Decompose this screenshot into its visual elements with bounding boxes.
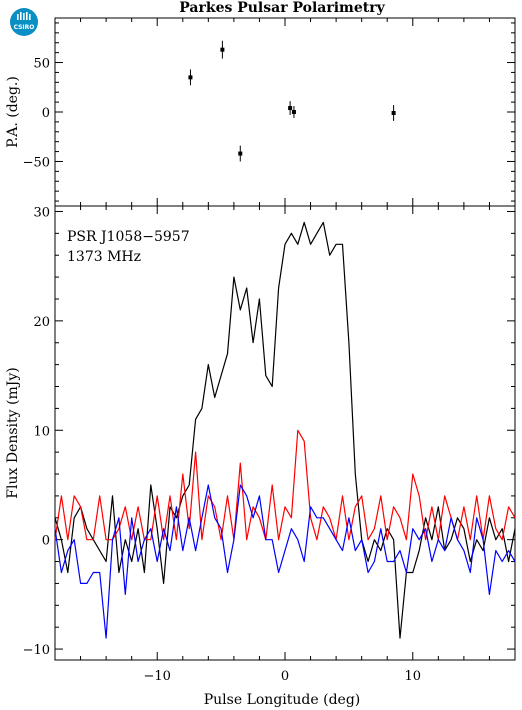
pa-y-tick-label: 0 <box>42 106 50 121</box>
circular-polarization-line <box>54 484 516 639</box>
figure-title: Parkes Pulsar Polarimetry <box>179 0 385 16</box>
flux-x-tick-label: −10 <box>144 669 171 684</box>
pa-point <box>288 101 293 115</box>
pa-point <box>391 105 396 121</box>
csiro-logo-icon <box>10 8 38 36</box>
flux-y-tick-label: 20 <box>33 315 50 330</box>
pa-axis-ticks: −50 0 50 <box>23 18 516 206</box>
pa-point <box>291 106 296 118</box>
flux-y-tick-label: 0 <box>42 534 50 549</box>
pa-y-tick-label: −50 <box>23 155 50 170</box>
pulsar-name-annotation: PSR J1058−5957 <box>67 229 190 245</box>
pa-point <box>238 145 243 162</box>
frequency-annotation: 1373 MHz <box>67 249 141 265</box>
pa-panel-frame <box>54 17 516 207</box>
flux-y-tick-label: 10 <box>33 424 50 439</box>
flux-axis-ticks: −10 0 10 20 30 −10 0 10 <box>23 205 516 684</box>
linear-polarization-line <box>54 429 516 541</box>
csiro-logo: CSIRO <box>10 8 38 36</box>
pa-point <box>188 69 193 86</box>
flux-x-tick-label: 0 <box>281 669 289 684</box>
total-intensity-line <box>54 221 516 639</box>
pa-y-tick-label: 50 <box>33 57 50 72</box>
flux-y-tick-label: −10 <box>23 643 50 658</box>
flux-series-lines <box>54 221 516 639</box>
flux-panel-frame <box>54 205 516 661</box>
pa-point <box>220 40 225 59</box>
flux-x-tick-label: 10 <box>405 669 422 684</box>
pa-y-axis-label: P.A. (deg.) <box>5 76 21 148</box>
x-axis-label: Pulse Longitude (deg) <box>204 692 361 708</box>
pa-data-points <box>188 40 396 162</box>
csiro-logo-text: CSIRO <box>14 24 35 31</box>
flux-y-axis-label: Flux Density (mJy) <box>5 367 21 498</box>
flux-y-tick-label: 30 <box>33 205 50 220</box>
